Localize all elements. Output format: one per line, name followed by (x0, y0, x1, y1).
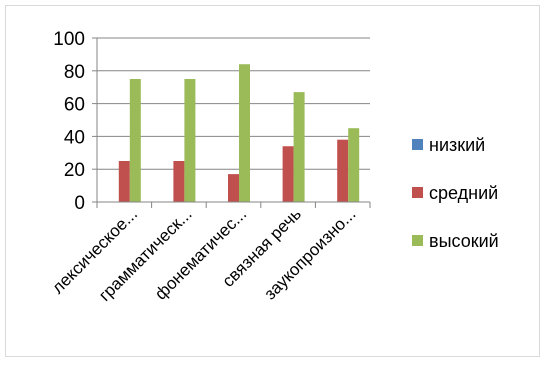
chart-frame (5, 5, 540, 357)
bar-средний-4 (337, 139, 349, 202)
category-label-1: грамматическ... (95, 204, 196, 305)
bar-средний-0 (118, 161, 130, 202)
bar-высокий-4 (348, 128, 360, 202)
legend-swatch-низкий (412, 139, 423, 150)
legend-swatch-высокий (412, 235, 423, 246)
bar-средний-3 (282, 146, 294, 202)
legend-swatch-средний (412, 187, 423, 198)
bar-высокий-2 (239, 64, 250, 203)
y-tick-label-60: 60 (64, 95, 85, 116)
y-axis-ticks: 0 20 40 60 80 100 (53, 29, 97, 214)
bar-средний-1 (173, 161, 185, 202)
y-tick-label-20: 20 (64, 160, 85, 181)
y-tick-label-80: 80 (64, 62, 85, 83)
legend-label-низкий: низкий (429, 135, 485, 155)
legend: низкий средний высокий (412, 135, 499, 251)
y-tick-label-40: 40 (64, 127, 85, 148)
bar-высокий-3 (293, 92, 305, 202)
gridlines (97, 37, 370, 170)
x-axis-tick-marks (96, 202, 371, 208)
bars (118, 64, 360, 203)
y-tick-label-100: 100 (53, 29, 85, 50)
bar-высокий-0 (129, 79, 141, 202)
axes (96, 38, 370, 203)
category-label-2: фонематичес... (151, 204, 250, 303)
legend-label-средний: средний (429, 183, 498, 203)
category-labels: лексическое...грамматическ...фонематичес… (48, 204, 359, 305)
legend-label-высокий: высокий (429, 231, 499, 251)
y-tick-label-0: 0 (74, 193, 85, 214)
bar-средний-2 (228, 174, 239, 202)
bar-высокий-1 (184, 79, 196, 202)
